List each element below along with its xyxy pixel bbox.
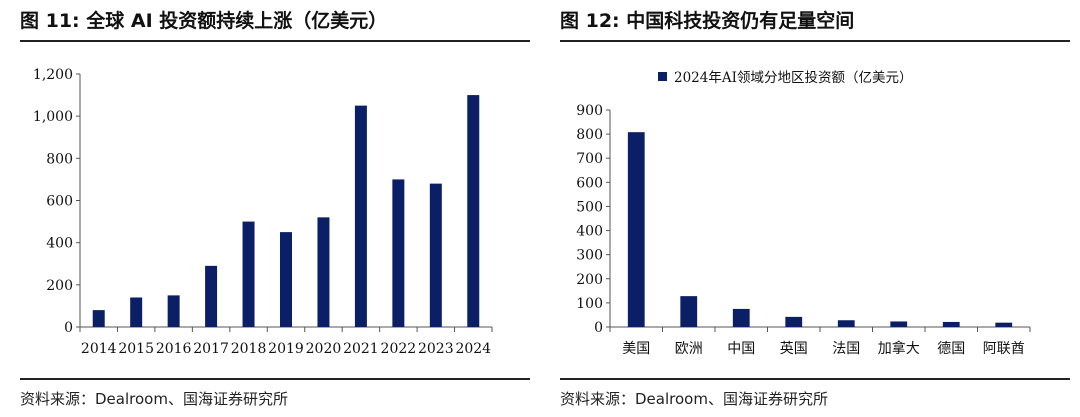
right-chart-bar [837,320,855,327]
right-chart-bar [627,132,645,327]
right-chart-bar [732,308,750,327]
right-chart-x-tick-label: 英国 [780,340,808,357]
left-chart-y-tick-label: 1,000 [33,109,73,125]
left-chart-bar [242,221,255,327]
figure-11-bottom-rule [20,378,530,380]
left-chart-bar [467,95,480,327]
right-chart-y-tick-label: 0 [594,320,603,336]
right-chart-bar [890,321,908,327]
right-chart-y-tick-label: 500 [576,199,603,215]
right-chart-x-tick-label: 法国 [832,341,860,357]
regional-ai-investment-chart: 0 100 200 300 400 500 600 700 800 900 美国 欧洲 中国 英国 法国 加拿… [576,70,1031,357]
left-chart-x-tick-label: 2022 [381,341,417,357]
right-chart-y-tick-label: 400 [576,224,603,240]
right-chart-bar [942,321,960,327]
right-chart-bar [785,316,803,327]
figure-11-source: 资料来源：Dealroom、国海证券研究所 [20,390,288,408]
figure-11-top-rule [20,40,530,42]
right-chart-x-tick-label: 阿联酋 [983,340,1025,357]
left-chart-bar [392,179,405,327]
left-chart-bar [130,297,143,327]
right-chart-legend-swatch [658,72,667,81]
left-chart-x-tick-label: 2021 [343,341,379,357]
left-chart-x-tick-label: 2015 [118,341,154,357]
right-chart-bar [995,322,1013,327]
left-chart-y-tick-label: 600 [46,194,73,210]
figure-11-title: 图 11: 全球 AI 投资额持续上涨（亿美元） [20,10,388,32]
right-chart-x-tick-label: 德国 [937,341,965,357]
left-chart-x-tick-label: 2014 [81,341,117,357]
right-chart-y-tick-label: 700 [576,151,603,167]
left-chart-y-tick-label: 200 [46,278,73,294]
left-chart-x-tick-label: 2016 [156,341,192,357]
right-chart-x-tick-label: 加拿大 [878,340,920,357]
right-chart-legend-label: 2024年AI领域分地区投资额（亿美元） [674,70,912,86]
left-chart-y-tick-label: 400 [46,236,73,252]
left-chart-x-tick-label: 2024 [455,341,491,357]
figure-12-top-rule [560,40,1070,42]
right-chart-y-tick-label: 300 [576,248,603,264]
left-chart-x-tick-label: 2017 [193,341,229,357]
figure-12-bottom-rule [560,378,1070,380]
left-chart-x-tick-label: 2020 [306,341,342,357]
right-chart-x-tick-label: 欧洲 [675,341,703,357]
right-chart-y-tick-label: 800 [576,127,603,143]
figure-12-source: 资料来源：Dealroom、国海证券研究所 [560,390,828,408]
left-chart-bar [92,310,105,327]
left-chart-bar [280,232,292,327]
right-chart-y-tick-label: 200 [576,272,603,288]
right-chart-y-tick-label: 900 [576,103,603,119]
left-chart-bar [429,183,442,327]
figure-12-title: 图 12: 中国科技投资仍有足量空间 [560,10,855,32]
right-chart-x-tick-label: 美国 [622,341,650,357]
left-chart-bar [167,295,180,327]
figure-11-panel: 图 11: 全球 AI 投资额持续上涨（亿美元） 0 200 400 600 800 1,… [20,10,530,408]
left-chart-bar [354,105,367,327]
left-chart-y-tick-label: 0 [64,320,73,336]
left-chart-bar [317,217,330,327]
left-chart-bar [205,265,218,327]
left-chart-x-tick-label: 2018 [231,341,267,357]
left-chart-x-tick-label: 2019 [268,341,304,357]
right-chart-y-tick-label: 600 [576,175,603,191]
figure-12-panel: 图 12: 中国科技投资仍有足量空间 0 100 200 300 400 500 600 70… [540,0,1080,417]
right-chart-x-tick-label: 中国 [727,341,755,357]
right-chart-bar [680,296,698,327]
right-chart-y-tick-label: 100 [576,296,603,312]
left-chart-x-tick-label: 2023 [418,341,454,357]
left-chart-y-tick-label: 1,200 [33,67,73,83]
left-chart-y-tick-label: 800 [46,151,73,167]
